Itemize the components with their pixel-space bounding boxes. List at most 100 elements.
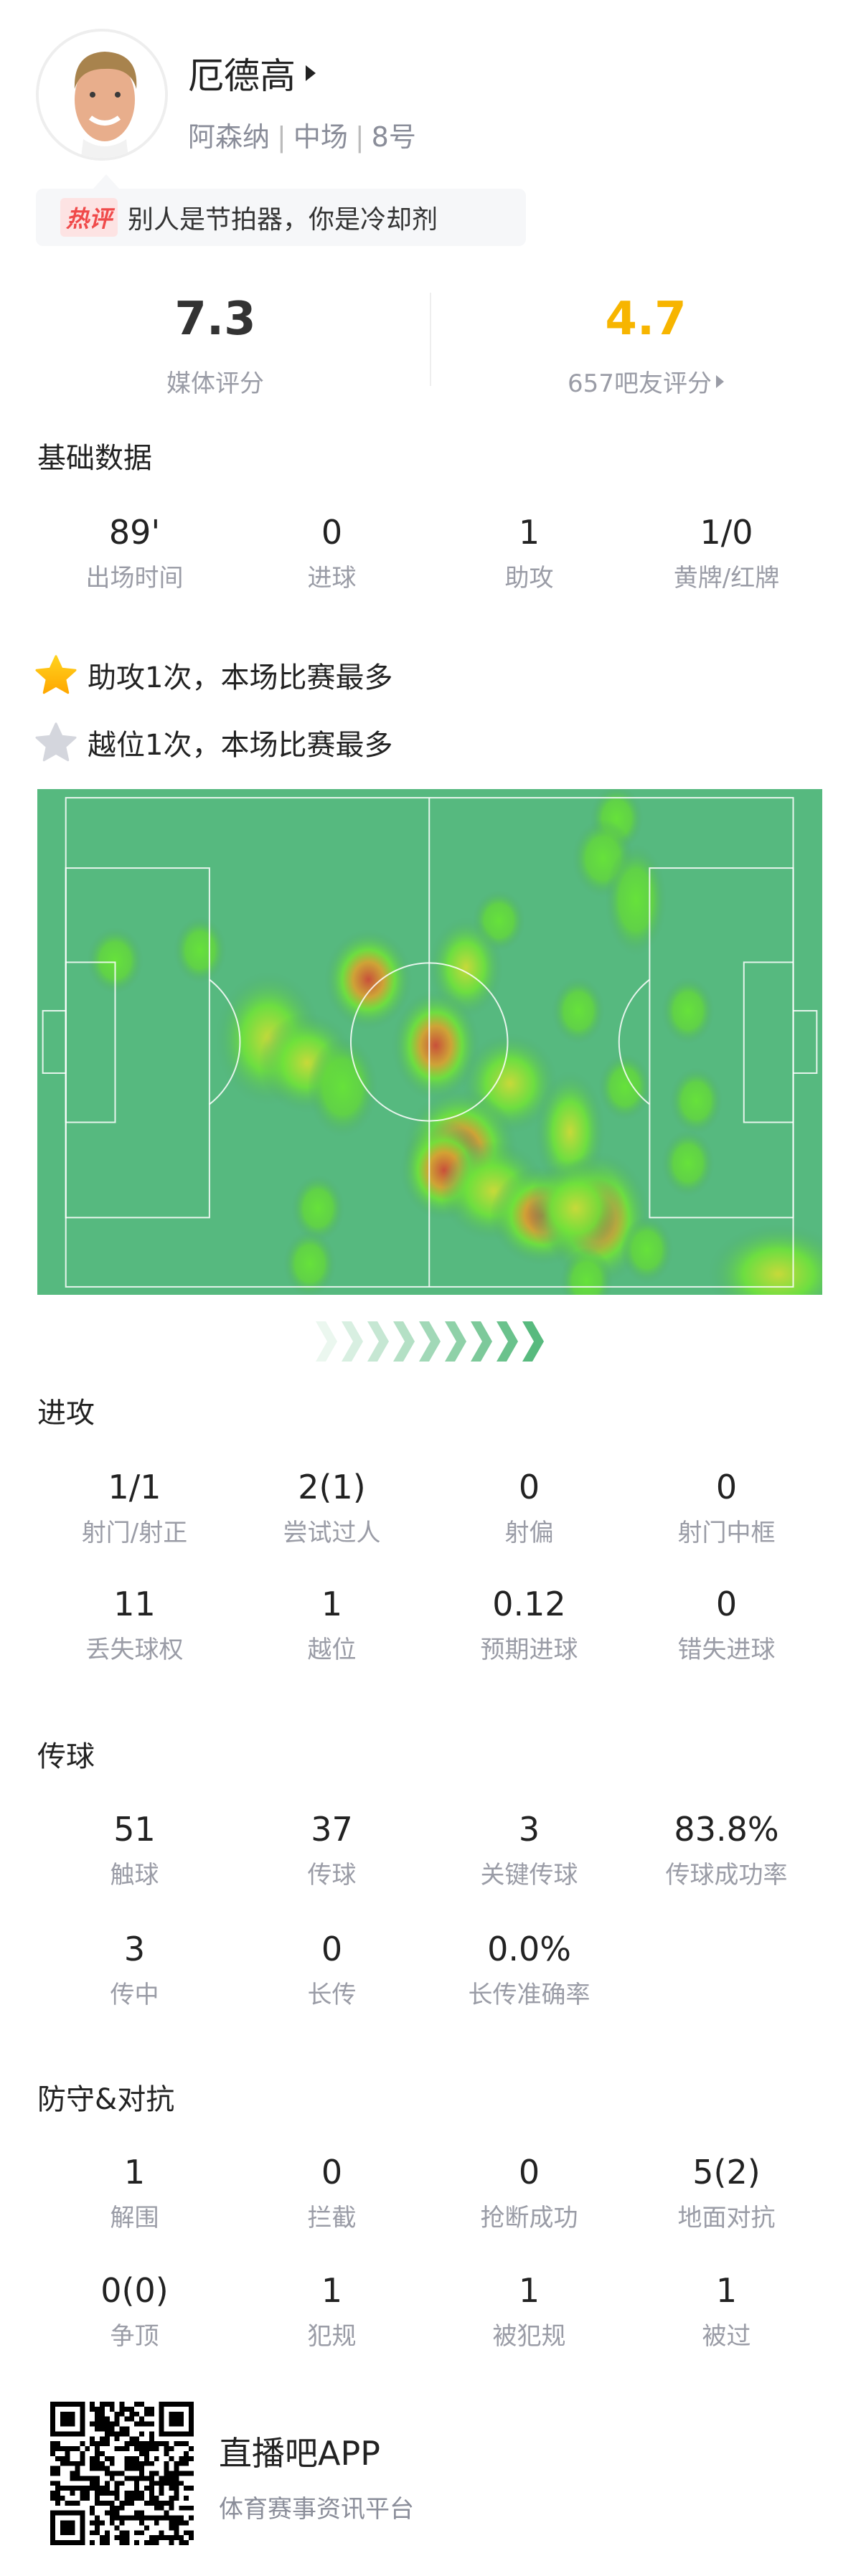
- player-photo-icon: [39, 32, 165, 158]
- chevron-right-icon: [471, 1321, 492, 1362]
- stat-value: 0.0%: [487, 1930, 571, 1968]
- stat-value: 1: [518, 2271, 540, 2310]
- stat-item: 1 被犯规: [430, 2270, 628, 2351]
- pitch-line: [618, 978, 650, 1105]
- stat-value: 3: [123, 1930, 146, 1968]
- stat-value: 37: [311, 1810, 353, 1849]
- hot-comment[interactable]: 热评 别人是节拍器，你是冷却剂: [36, 174, 526, 246]
- section-title-attack: 进攻: [37, 1397, 95, 1430]
- heat-blob: [662, 977, 715, 1044]
- stat-value: 0: [715, 1585, 738, 1623]
- highlight-text: 助攻1次，本场比赛最多: [88, 661, 393, 694]
- heat-blob: [605, 844, 667, 956]
- stat-label: 射门/射正: [81, 1519, 188, 1547]
- stat-value: 1/0: [700, 513, 753, 552]
- stat-label: 长传准确率: [468, 1981, 591, 2009]
- stat-label: 射偏: [504, 1519, 554, 1547]
- stat-item: 89' 出场时间: [36, 512, 233, 593]
- qr-code-icon[interactable]: [50, 2402, 194, 2545]
- highlight-offside: 越位1次，本场比赛最多: [34, 722, 392, 763]
- shirt-number: 8号: [371, 121, 416, 153]
- heat-blob: [283, 1230, 337, 1295]
- app-tagline: 体育赛事资讯平台: [219, 2495, 414, 2524]
- stat-item: 0(0) 争顶: [36, 2270, 233, 2351]
- stat-value: 89': [108, 513, 161, 552]
- stat-item: 83.8% 传球成功率: [628, 1809, 825, 1890]
- chevron-right-icon: [393, 1321, 415, 1362]
- stat-item: 1 犯规: [233, 2270, 430, 2351]
- stat-value: 0.12: [492, 1585, 566, 1623]
- player-avatar[interactable]: [36, 29, 168, 161]
- stat-item: 11 丢失球权: [36, 1584, 233, 1665]
- stat-value: 1: [321, 2271, 343, 2310]
- pitch-line: [65, 867, 210, 1219]
- section-title-basic: 基础数据: [37, 442, 152, 475]
- stat-value: 0: [321, 2153, 343, 2192]
- stat-item: 0 错失进球: [628, 1584, 825, 1665]
- heat-blob: [708, 1224, 822, 1295]
- heat-blob: [87, 927, 144, 994]
- highlight-text: 越位1次，本场比赛最多: [88, 729, 393, 762]
- stat-item: 1 被过: [628, 2270, 825, 2351]
- fan-rating-label: 657吧友评分: [568, 369, 712, 398]
- fan-rating[interactable]: 4.7 657吧友评分: [430, 291, 861, 399]
- stat-label: 解围: [110, 2204, 159, 2232]
- stat-value: 1: [321, 1585, 343, 1623]
- stat-label: 拦截: [307, 2204, 357, 2232]
- stat-label: 传球成功率: [665, 1861, 788, 1889]
- stat-label: 尝试过人: [283, 1519, 381, 1547]
- stat-label: 地面对抗: [677, 2204, 776, 2232]
- stat-item: 51 触球: [36, 1809, 233, 1890]
- stat-item: 0.12 预期进球: [430, 1584, 628, 1665]
- player-name: 厄德高: [188, 55, 296, 97]
- heatmap: [37, 789, 822, 1295]
- player-name-link[interactable]: 厄德高: [188, 47, 316, 99]
- heat-blob: [552, 977, 605, 1044]
- chevron-right-icon: [522, 1321, 544, 1362]
- stat-label: 传球: [307, 1861, 357, 1889]
- stat-label: 犯规: [307, 2322, 357, 2351]
- chevron-right-icon: [497, 1321, 518, 1362]
- stat-label: 助攻: [504, 564, 554, 593]
- stat-value: 1: [715, 2271, 738, 2310]
- chevron-right-icon: [342, 1321, 363, 1362]
- heat-blob: [620, 1216, 674, 1283]
- stat-item: 5(2) 地面对抗: [628, 2152, 825, 2233]
- stat-value: 5(2): [692, 2153, 761, 2192]
- heat-blob: [291, 1174, 344, 1242]
- caret-right-icon: [306, 65, 316, 81]
- highlight-assist: 助攻1次，本场比赛最多: [34, 654, 392, 696]
- chevron-right-icon: [445, 1321, 466, 1362]
- stat-label: 抢断成功: [480, 2204, 578, 2232]
- stat-value: 0: [518, 2153, 540, 2192]
- stat-label: 传中: [110, 1981, 159, 2009]
- pitch-line: [349, 962, 509, 1122]
- section-title-defense: 防守&对抗: [37, 2083, 175, 2116]
- stat-label: 丢失球权: [85, 1636, 184, 1664]
- heat-blob: [174, 917, 227, 983]
- stat-label: 长传: [307, 1981, 357, 2009]
- stat-value: 11: [113, 1585, 156, 1623]
- stat-value: 1: [518, 513, 540, 552]
- stat-item: 1 越位: [233, 1584, 430, 1665]
- stat-item: 1 助攻: [430, 512, 628, 593]
- pitch-line: [42, 1010, 67, 1074]
- divider: [430, 293, 431, 386]
- stat-item: 37 传球: [233, 1809, 430, 1890]
- heat-blob: [324, 930, 413, 1030]
- stat-label: 黄牌/红牌: [673, 564, 780, 593]
- heat-blob: [662, 1130, 715, 1197]
- stat-value: 1/1: [108, 1468, 161, 1506]
- team-name: 阿森纳: [188, 121, 270, 153]
- stat-item: 1/0 黄牌/红牌: [628, 512, 825, 593]
- silver-star-icon: [35, 722, 77, 762]
- stat-value: 3: [518, 1810, 540, 1849]
- player-info: 阿森纳 | 中场 | 8号: [188, 121, 416, 153]
- stat-value: 1: [123, 2153, 146, 2192]
- fan-rating-value: 4.7: [605, 293, 687, 346]
- stat-item: 3 传中: [36, 1929, 233, 2010]
- stat-item: 0 进球: [233, 512, 430, 593]
- heat-blob: [560, 1247, 613, 1295]
- stat-item: 0 射门中框: [628, 1467, 825, 1548]
- stat-item: 0 射偏: [430, 1467, 628, 1548]
